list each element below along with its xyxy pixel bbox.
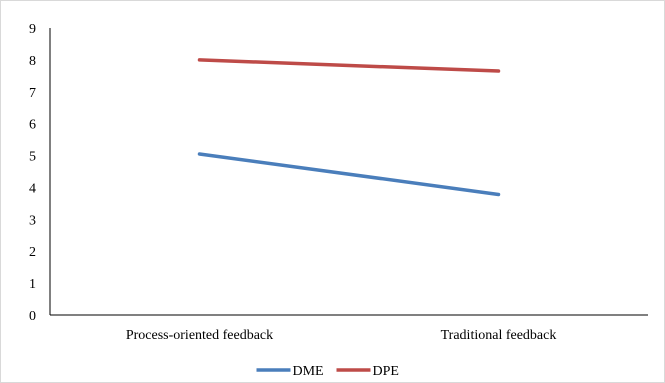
- legend-label-dme: DME: [293, 364, 324, 379]
- y-axis-ticks: 0 1 2 3 4 5 6 7 8 9: [29, 22, 36, 324]
- legend: DME DPE: [256, 364, 399, 379]
- y-tick-label: 9: [29, 22, 36, 37]
- series-lines: [197, 58, 501, 197]
- x-category-label: Process-oriented feedback: [126, 328, 273, 343]
- series-line-dpe: [197, 58, 501, 73]
- y-tick-label: 4: [29, 181, 36, 196]
- legend-label-dpe: DPE: [373, 364, 399, 379]
- x-axis-labels: Process-oriented feedback Traditional fee…: [126, 328, 557, 343]
- y-tick-label: 0: [29, 309, 36, 324]
- y-tick-label: 3: [29, 213, 36, 228]
- y-tick-label: 7: [29, 86, 36, 101]
- y-tick-label: 1: [29, 277, 36, 292]
- y-tick-label: 5: [29, 150, 36, 165]
- y-tick-label: 2: [29, 245, 36, 260]
- y-tick-label: 6: [29, 118, 36, 133]
- x-category-label: Traditional feedback: [441, 328, 557, 343]
- y-tick-label: 8: [29, 54, 36, 69]
- series-line-dme: [197, 152, 501, 197]
